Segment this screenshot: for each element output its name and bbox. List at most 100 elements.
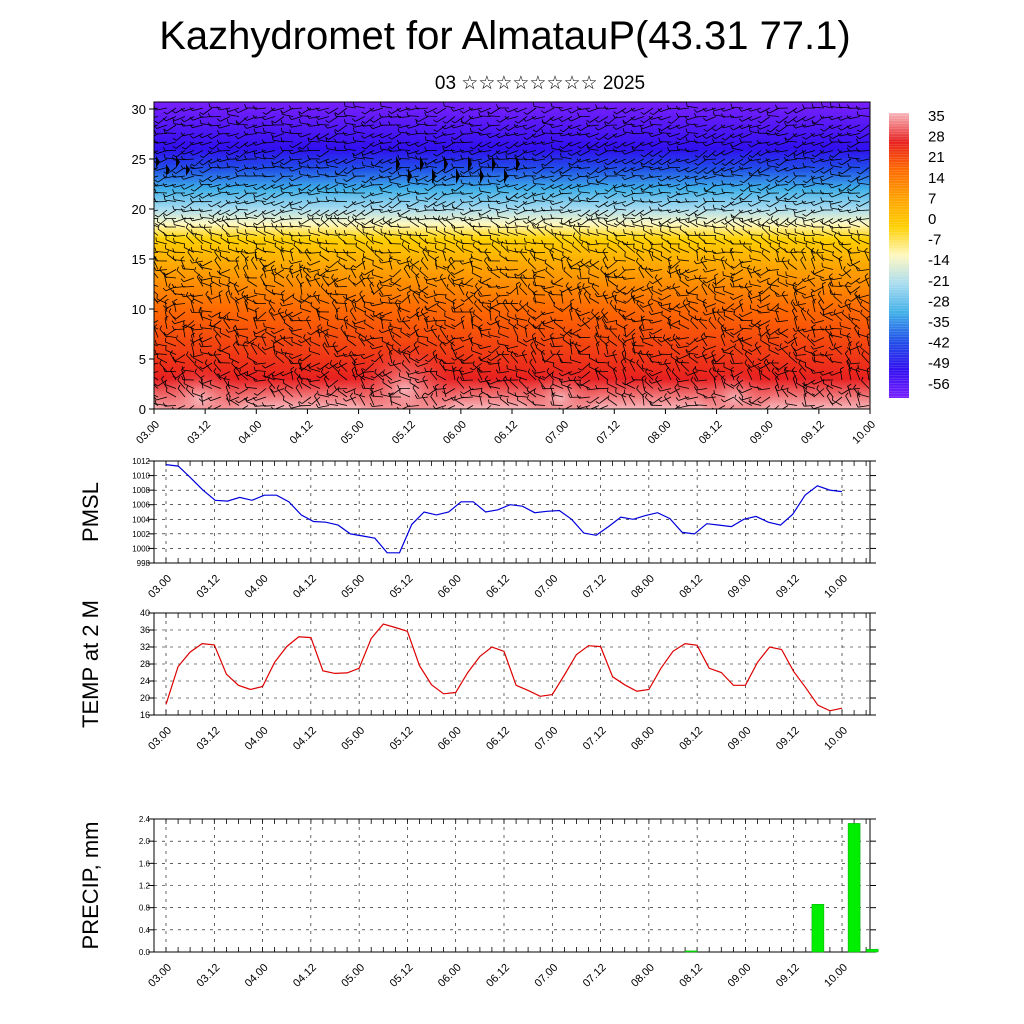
x-tick-label: 08.00 xyxy=(629,573,657,601)
warm-core xyxy=(154,356,248,409)
colorbar-label: -56 xyxy=(928,376,950,393)
y-tick-label: 40 xyxy=(140,608,150,618)
x-tick-label: 03.12 xyxy=(194,725,222,753)
x-tick-label: 07.00 xyxy=(532,573,560,601)
y-tick-label: 0 xyxy=(139,402,146,417)
x-tick-label: 07.12 xyxy=(581,962,609,990)
minor-ticks xyxy=(165,819,867,952)
x-tick-label: 03.12 xyxy=(194,573,222,601)
colorbar-bands xyxy=(889,112,909,397)
y-tick-label: 25 xyxy=(132,152,146,167)
colorbar-label: 21 xyxy=(928,149,945,166)
plot-frame xyxy=(153,460,871,564)
x-tick-label: 09.00 xyxy=(726,962,754,990)
x-tick-label: 04.00 xyxy=(243,573,271,601)
minor-ticks xyxy=(165,461,867,563)
x-tick-label: 09.12 xyxy=(774,573,802,601)
colorbar-label: -28 xyxy=(928,293,950,310)
x-tick-label: 07.12 xyxy=(581,573,609,601)
colorbar-label: -42 xyxy=(928,335,950,352)
y-tick-label: 998 xyxy=(137,559,151,568)
temp-panel: 03.00 03.12 04.00 04.12 05.00 05.12 06.00 06.12… xyxy=(78,600,876,753)
y-tick-label: 5 xyxy=(139,352,146,367)
temperature-shading xyxy=(154,102,870,409)
x-tick-label: 03.00 xyxy=(146,573,174,601)
x-tick-label: 10.00 xyxy=(822,573,850,601)
wind-barbs xyxy=(154,102,870,409)
x-tick-label: 10.00 xyxy=(850,419,878,447)
colorbar-label: -35 xyxy=(928,314,950,331)
cross-section-panel: 0 5 10 15 20 25 30 03.00 03.12 04.00 04.12 05.00 05.… xyxy=(132,101,878,447)
y-tick-label: 36 xyxy=(140,625,150,635)
x-tick-label: 06.12 xyxy=(484,962,512,990)
y-tick-label: 1004 xyxy=(132,515,150,524)
minor-ticks xyxy=(165,613,867,715)
colorbar-label: 0 xyxy=(928,211,936,228)
chart-title: Kazhydromet for AlmatauP(43.31 77.1) xyxy=(159,14,851,58)
precip-panel: 03.00 03.12 04.00 04.12 05.00 05.12 06.00 06.12… xyxy=(78,815,879,990)
grid xyxy=(154,818,870,953)
x-tick-label: 07.00 xyxy=(543,419,571,447)
series-line xyxy=(165,623,843,712)
y-tick-label: 1010 xyxy=(132,472,150,481)
x-tick-label: 09.12 xyxy=(774,962,802,990)
x-tick-label: 03.00 xyxy=(134,419,162,447)
x-tick-label: 10.00 xyxy=(822,962,850,990)
warm-core xyxy=(350,332,460,409)
x-tick-label: 06.00 xyxy=(436,725,464,753)
pmsl-panel: 03.00 03.12 04.00 04.12 05.00 05.12 06.00 06.12… xyxy=(78,457,876,601)
x-tick-label: 04.00 xyxy=(243,962,271,990)
y-tick-label: 16 xyxy=(140,710,150,720)
x-tick-label: 03.00 xyxy=(146,725,174,753)
y-tick-label: 1002 xyxy=(132,530,150,539)
x-tick-label: 04.00 xyxy=(236,419,264,447)
x-tick-label: 04.12 xyxy=(291,962,319,990)
x-tick-label: 05.00 xyxy=(339,573,367,601)
precip-bar xyxy=(865,948,879,953)
x-tick-label: 03.12 xyxy=(194,962,222,990)
y-tick-label: 32 xyxy=(140,642,150,652)
x-tick-label: 05.12 xyxy=(388,725,416,753)
x-tick-label: 03.12 xyxy=(185,419,213,447)
y-tick-label: 1008 xyxy=(132,486,150,495)
x-tick-label: 10.00 xyxy=(822,725,850,753)
y-tick-label: 28 xyxy=(140,659,150,669)
colorbar: 35 28 21 14 7 0 -7 -14 -21 -28 -35 -42 -49 -56 xyxy=(889,108,950,398)
x-tick-label: 05.00 xyxy=(339,962,367,990)
x-tick-label: 04.12 xyxy=(291,573,319,601)
y-tick-label: 10 xyxy=(132,302,146,317)
chart-subtitle: 03 ☆☆☆☆☆☆☆☆ 2025 xyxy=(434,73,646,94)
wind-pennants xyxy=(156,156,520,184)
x-tick-label: 08.00 xyxy=(646,419,674,447)
colorbar-label: -21 xyxy=(928,273,950,290)
x-tick-label: 09.00 xyxy=(726,725,754,753)
y-tick-label: 1012 xyxy=(132,457,150,466)
colorbar-label: 7 xyxy=(928,190,936,207)
x-tick-label: 08.12 xyxy=(677,725,705,753)
precip-bar xyxy=(811,904,825,953)
x-tick-label: 06.00 xyxy=(436,573,464,601)
colorbar-label: -49 xyxy=(928,355,950,372)
y-axis-label: TEMP at 2 M xyxy=(78,600,103,728)
y-tick-label: 2.0 xyxy=(139,837,151,846)
colorbar-label: 28 xyxy=(928,129,945,146)
x-tick-label: 09.12 xyxy=(774,725,802,753)
y-tick-label: 2.4 xyxy=(139,815,151,824)
series-line xyxy=(165,464,843,554)
colorbar-label: -14 xyxy=(928,252,950,269)
y-tick-label: 24 xyxy=(140,676,150,686)
colorbar-label: 14 xyxy=(928,170,945,187)
x-tick-label: 07.00 xyxy=(532,725,560,753)
x-tick-label: 08.12 xyxy=(697,419,725,447)
x-tick-label: 09.00 xyxy=(726,573,754,601)
x-tick-label: 04.00 xyxy=(243,725,271,753)
grid xyxy=(154,460,870,564)
x-tick-label: 09.00 xyxy=(748,419,776,447)
x-tick-label: 05.00 xyxy=(339,725,367,753)
y-tick-label: 30 xyxy=(132,102,146,117)
warm-core xyxy=(520,362,600,409)
x-tick-label: 05.12 xyxy=(388,573,416,601)
precip-bar xyxy=(847,823,861,953)
y-tick-label: 1006 xyxy=(132,501,150,510)
